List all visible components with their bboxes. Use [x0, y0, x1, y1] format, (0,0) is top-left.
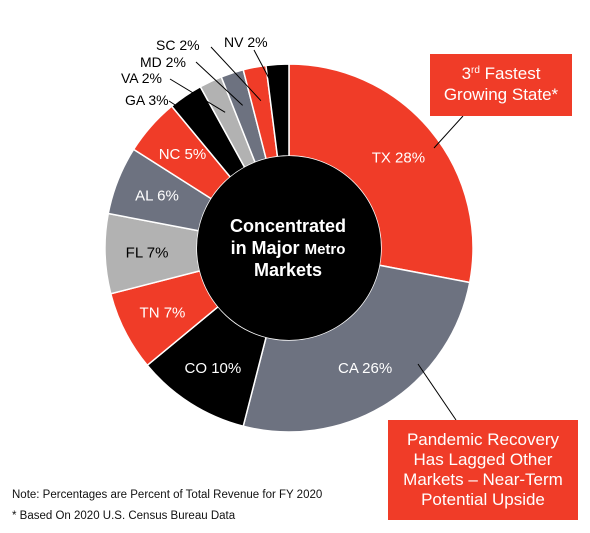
callout-top-line1-rest: Fastest	[479, 64, 541, 83]
center-label-line3: Markets	[254, 260, 322, 280]
leader-va	[169, 78, 226, 113]
donut-slices	[104, 63, 474, 433]
leader-nv	[253, 49, 281, 99]
callout-fastest-growing: 3rd Fastest Growing State*	[430, 54, 572, 116]
center-label-line1: Concentrated	[230, 216, 346, 236]
callout-bottom-line2: Has Lagged Other	[413, 450, 553, 469]
leader-sc	[210, 46, 262, 101]
label-md: MD 2%	[140, 54, 186, 70]
center-label-line2-b: Metro	[305, 241, 346, 258]
label-fl: FL 7%	[126, 244, 169, 261]
callout-bottom-line3: Markets – Near-Term	[403, 470, 563, 489]
label-co: CO 10%	[185, 360, 242, 377]
callout-pandemic-recovery: Pandemic Recovery Has Lagged Other Marke…	[388, 420, 578, 520]
donut-center	[197, 156, 381, 340]
label-va: VA 2%	[121, 70, 162, 86]
callout-top-connector	[433, 115, 464, 149]
leader-lines	[168, 46, 281, 125]
label-tn: TN 7%	[140, 304, 186, 321]
label-ca: CA 26%	[338, 360, 392, 377]
label-sc: SC 2%	[156, 37, 200, 53]
label-ga: GA 3%	[125, 92, 169, 108]
footnote-census: * Based On 2020 U.S. Census Bureau Data	[12, 510, 236, 522]
callout-bottom-connector	[417, 363, 457, 421]
center-label-line2: in Major Metro	[231, 238, 346, 258]
callout-top-line1: 3rd Fastest	[430, 63, 572, 84]
label-tx: TX 28%	[372, 149, 425, 166]
callout-top-number: 3	[461, 64, 472, 83]
slice-labels: TX 28% CA 26% CO 10% TN 7% FL 7% AL 6% NC 5% GA…	[121, 34, 425, 377]
center-label-line2-a: in Major	[231, 238, 305, 258]
leader-ga	[168, 100, 205, 125]
footnote-percentages: Note: Percentages are Percent of Total R…	[12, 489, 323, 501]
leader-md	[195, 61, 243, 106]
label-nc: NC 5%	[159, 146, 207, 163]
callout-bottom-line4: Potential Upside	[421, 490, 545, 509]
label-nv: NV 2%	[224, 34, 268, 50]
label-al: AL 6%	[135, 188, 179, 205]
callout-top-line2: Growing State*	[443, 85, 559, 104]
callout-top-ordinal: rd	[471, 65, 480, 76]
callout-bottom-line1: Pandemic Recovery	[406, 430, 560, 449]
